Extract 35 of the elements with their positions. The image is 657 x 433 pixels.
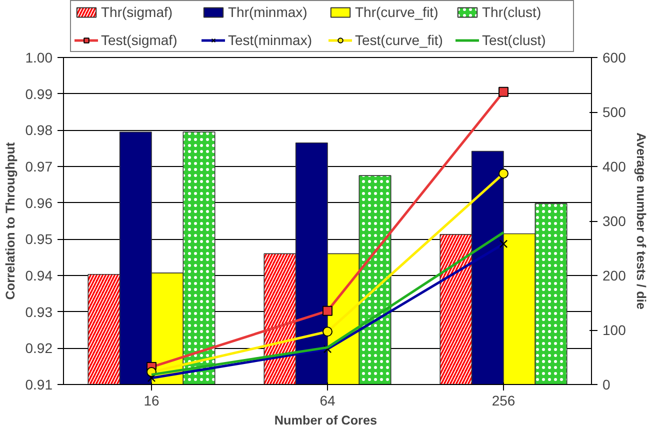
y2-tick-label: 600 [602, 50, 626, 66]
x-tick-label: 64 [320, 392, 336, 408]
y-tick-label: 0.96 [25, 194, 53, 211]
legend-label: Test(sigmaf) [101, 32, 178, 48]
legend-label: Thr(curve_fit) [355, 4, 440, 20]
point [322, 326, 332, 337]
y2-axis-title: Average number of tests / die [634, 132, 648, 310]
y-tick-label: 0.92 [25, 340, 53, 356]
legend-label: Thr(clust) [482, 4, 542, 20]
legend-label: Test(minmax) [228, 32, 314, 48]
legend-label: Thr(minmax) [228, 4, 308, 20]
legend-label: Thr(sigmaf) [101, 4, 174, 20]
y-tick-label: 0.94 [25, 268, 53, 284]
x-tick-label: 16 [144, 392, 160, 408]
x-axis-title: Number of Cores [274, 414, 378, 428]
y-axis-title: Correlation to Throughput [3, 141, 18, 300]
point [498, 168, 508, 179]
y-tick-label: 1.00 [25, 50, 53, 66]
legend-label: Test(curve_fit) [355, 32, 443, 48]
x-tick-label: 256 [492, 392, 516, 408]
y2-tick-label: 100 [602, 322, 626, 338]
y-tick-label: 0.97 [25, 158, 53, 174]
y2-tick-label: 400 [602, 158, 626, 174]
y-tick-label: 0.93 [25, 304, 53, 320]
y2-tick-label: 0 [602, 376, 610, 392]
y-tick-label: 0.95 [25, 231, 53, 248]
y2-tick-label: 200 [602, 268, 626, 284]
y2-tick-label: 500 [602, 104, 626, 120]
y-tick-label: 0.99 [25, 86, 53, 102]
point [322, 306, 332, 316]
point [498, 86, 508, 97]
y2-tick-label: 300 [602, 213, 626, 229]
legend-label: Test(clust) [482, 32, 547, 48]
y-tick-label: 0.91 [25, 376, 53, 392]
y-tick-label: 0.98 [25, 122, 53, 138]
